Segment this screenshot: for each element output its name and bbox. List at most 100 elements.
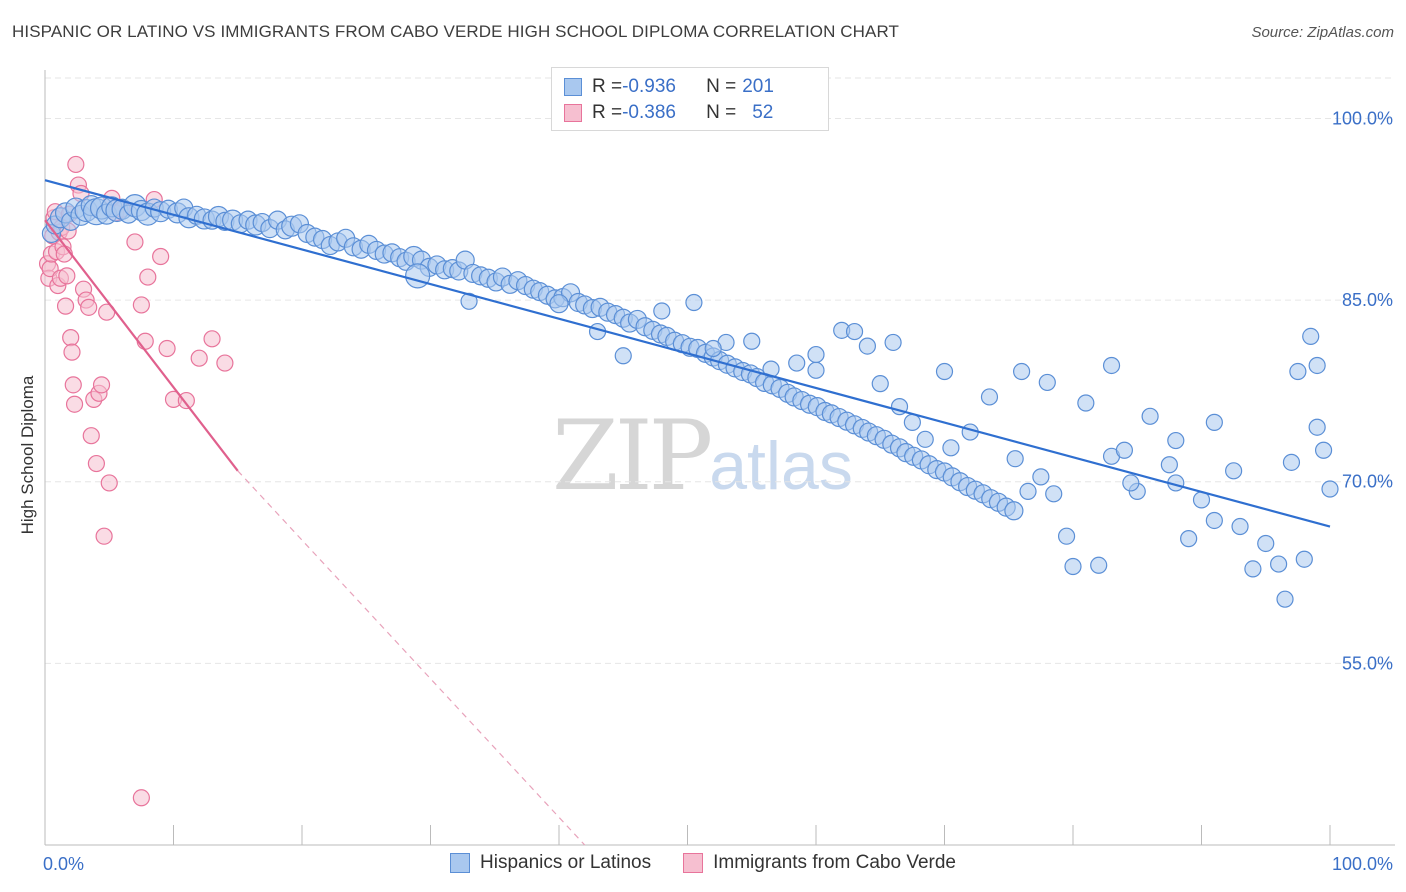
legend-label: Hispanics or Latinos [480,852,652,873]
data-point-cabo-verde [136,332,154,350]
data-point-hispanic [704,339,722,358]
data-point-cabo-verde [216,354,234,372]
trend-line-hispanic [44,179,1331,528]
legend-n-label: N = [706,76,737,97]
legend-item-hispanics[interactable]: Hispanics or Latinos [450,852,651,874]
data-point-hispanic [935,362,954,381]
data-point-hispanic [1064,557,1082,576]
data-point-hispanic [1295,550,1313,568]
data-point-cabo-verde [62,329,80,347]
data-point-cabo-verde [82,427,100,445]
trend-line-cabo-verde-extrapolated [237,470,586,846]
y-tick-label: 70.0% [1342,472,1393,492]
data-point-hispanic [807,345,825,364]
data-point-hispanic [1102,356,1121,375]
legend-n-label: N = [706,102,737,123]
data-point-hispanic [1308,418,1326,436]
legend-n-value: 52 [752,102,774,123]
data-point-hispanic [1314,441,1333,459]
data-point-hispanic [1231,517,1249,536]
legend-r-value: -0.386 [622,102,676,123]
data-point-hispanic [942,439,960,457]
data-point-hispanic [788,354,806,372]
data-point-hispanic [1276,590,1294,608]
data-point-cabo-verde [158,339,176,358]
data-point-cabo-verde [56,297,75,315]
data-point-hispanic [807,361,825,379]
data-point-hispanic [549,294,569,314]
zipatlas-watermark: ZIPatlas [552,400,853,512]
legend-swatch-blue [564,78,582,96]
data-point-hispanic [858,337,877,355]
trend-line-cabo-verde [44,219,239,472]
data-point-hispanic [1308,356,1326,375]
data-points [38,155,1339,807]
data-point-hispanic [1012,362,1031,381]
data-point-cabo-verde [95,527,113,545]
data-point-hispanic [1160,456,1178,474]
data-point-hispanic [405,263,431,289]
data-point-cabo-verde [87,454,106,473]
y-axis-label: High School Diploma [18,375,37,534]
series-legend: Hispanics or Latinos Immigrants from Cab… [450,852,988,874]
data-point-hispanic [980,388,999,406]
data-point-hispanic [884,333,902,352]
y-tick-label: 55.0% [1342,653,1393,673]
data-point-hispanic [1282,453,1301,471]
data-point-hispanic [1180,530,1198,548]
data-point-hispanic [903,413,921,431]
data-point-hispanic [685,293,703,312]
data-point-hispanic [1205,511,1223,530]
data-point-hispanic [743,332,761,350]
data-point-hispanic [1225,462,1243,480]
data-point-cabo-verde [203,330,221,348]
legend-swatch-blue [450,853,470,873]
data-point-hispanic [1004,501,1024,521]
data-point-hispanic [1115,441,1134,459]
data-point-hispanic [1302,327,1320,346]
data-point-hispanic [1032,468,1050,486]
legend-row-cabo-verde: R = -0.386 N = 52 [564,101,773,125]
data-point-hispanic [1289,362,1307,381]
stats-legend: R = -0.936 N = 201 R = -0.386 N = 52 [551,67,829,131]
data-point-hispanic [871,375,889,393]
x-tick-label: 100.0% [1332,854,1393,874]
legend-label: Immigrants from Cabo Verde [713,852,956,873]
legend-row-hispanic: R = -0.936 N = 201 [564,75,774,99]
y-tick-label: 100.0% [1332,108,1393,128]
data-point-hispanic [1090,556,1108,574]
data-point-cabo-verde [126,233,144,251]
data-point-cabo-verde [177,391,195,410]
axes [44,70,1395,846]
data-point-hispanic [1269,555,1288,573]
data-point-cabo-verde [64,376,82,394]
data-point-hispanic [653,302,671,320]
data-point-hispanic [1122,474,1140,492]
data-point-hispanic [1167,431,1185,450]
data-point-hispanic [1045,485,1063,503]
legend-swatch-pink [683,853,704,873]
data-point-hispanic [1019,482,1037,501]
watermark-zip: ZIP [552,400,713,512]
data-point-hispanic [1205,413,1223,431]
data-point-cabo-verde [132,789,150,807]
data-point-hispanic [845,322,864,341]
y-tick-label: 85.0% [1342,290,1393,310]
data-point-cabo-verde [65,395,84,413]
data-point-cabo-verde [67,155,85,174]
legend-r-label: R = [592,102,623,123]
x-tick-label: 0.0% [43,854,84,874]
legend-n-value: 201 [742,76,774,97]
data-point-hispanic [762,360,780,378]
chart-title: HISPANIC OR LATINO VS IMMIGRANTS FROM CA… [12,22,900,41]
data-point-hispanic [1077,394,1095,412]
data-point-cabo-verde [100,474,118,492]
grid-lines [45,77,1395,664]
legend-item-cabo-verde[interactable]: Immigrants from Cabo Verde [683,852,956,874]
data-point-hispanic [1244,560,1262,578]
legend-r-label: R = [592,76,623,97]
legend-r-value: -0.936 [622,76,676,97]
data-point-hispanic [1038,373,1056,392]
data-point-cabo-verde [132,296,150,314]
